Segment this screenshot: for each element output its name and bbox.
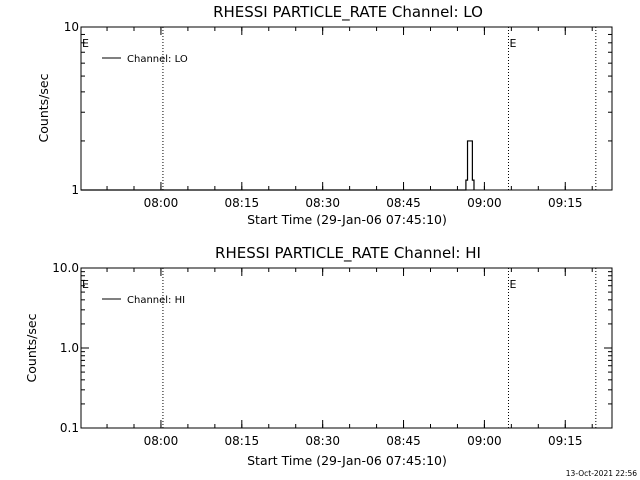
panel-lo-xlabel: Start Time (29-Jan-06 07:45:10) (247, 212, 447, 227)
event-marker: E (82, 278, 89, 291)
x-tick-label: 09:15 (548, 196, 583, 210)
series-line (81, 140, 475, 191)
x-tick-label: 09:00 (467, 434, 502, 448)
event-marker: E (82, 37, 89, 50)
x-tick-label: 08:45 (386, 434, 421, 448)
panel-lo: RHESSI PARTICLE_RATE Channel: LO Start T… (36, 3, 613, 227)
y-tick-label: 1.0 (60, 341, 79, 355)
x-tick-label: 08:00 (144, 434, 179, 448)
y-tick-label: 1 (71, 183, 79, 197)
y-tick-label: 10 (64, 20, 79, 34)
event-marker: E (509, 278, 516, 291)
legend-label: Channel: LO (127, 54, 188, 65)
y-tick-label: 0.1 (60, 421, 79, 435)
x-tick-label: 08:30 (305, 196, 340, 210)
generation-timestamp: 13-Oct-2021 22:56 (566, 469, 637, 478)
panel-lo-ylabel: Counts/sec (36, 73, 51, 142)
x-tick-label: 08:15 (225, 434, 260, 448)
x-tick-label: 08:15 (225, 196, 260, 210)
x-tick-label: 09:00 (467, 196, 502, 210)
x-tick-label: 08:45 (386, 196, 421, 210)
panel-hi-ylabel: Counts/sec (24, 313, 39, 382)
panel-hi-title: RHESSI PARTICLE_RATE Channel: HI (215, 244, 481, 263)
event-marker: E (509, 37, 516, 50)
panel-hi-xlabel: Start Time (29-Jan-06 07:45:10) (247, 453, 447, 468)
x-tick-label: 08:30 (305, 434, 340, 448)
panel-lo-title: RHESSI PARTICLE_RATE Channel: LO (213, 3, 483, 22)
x-tick-label: 09:15 (548, 434, 583, 448)
panel-hi: RHESSI PARTICLE_RATE Channel: HI Start T… (24, 244, 613, 468)
panel-hi-plot-area: 08:00 08:15 08:30 08:45 09:00 09:15 0.1 1.0 10.0… (52, 261, 613, 448)
legend-label: Channel: HI (127, 295, 185, 306)
x-tick-label: 08:00 (144, 196, 179, 210)
y-tick-label: 10.0 (52, 261, 79, 275)
